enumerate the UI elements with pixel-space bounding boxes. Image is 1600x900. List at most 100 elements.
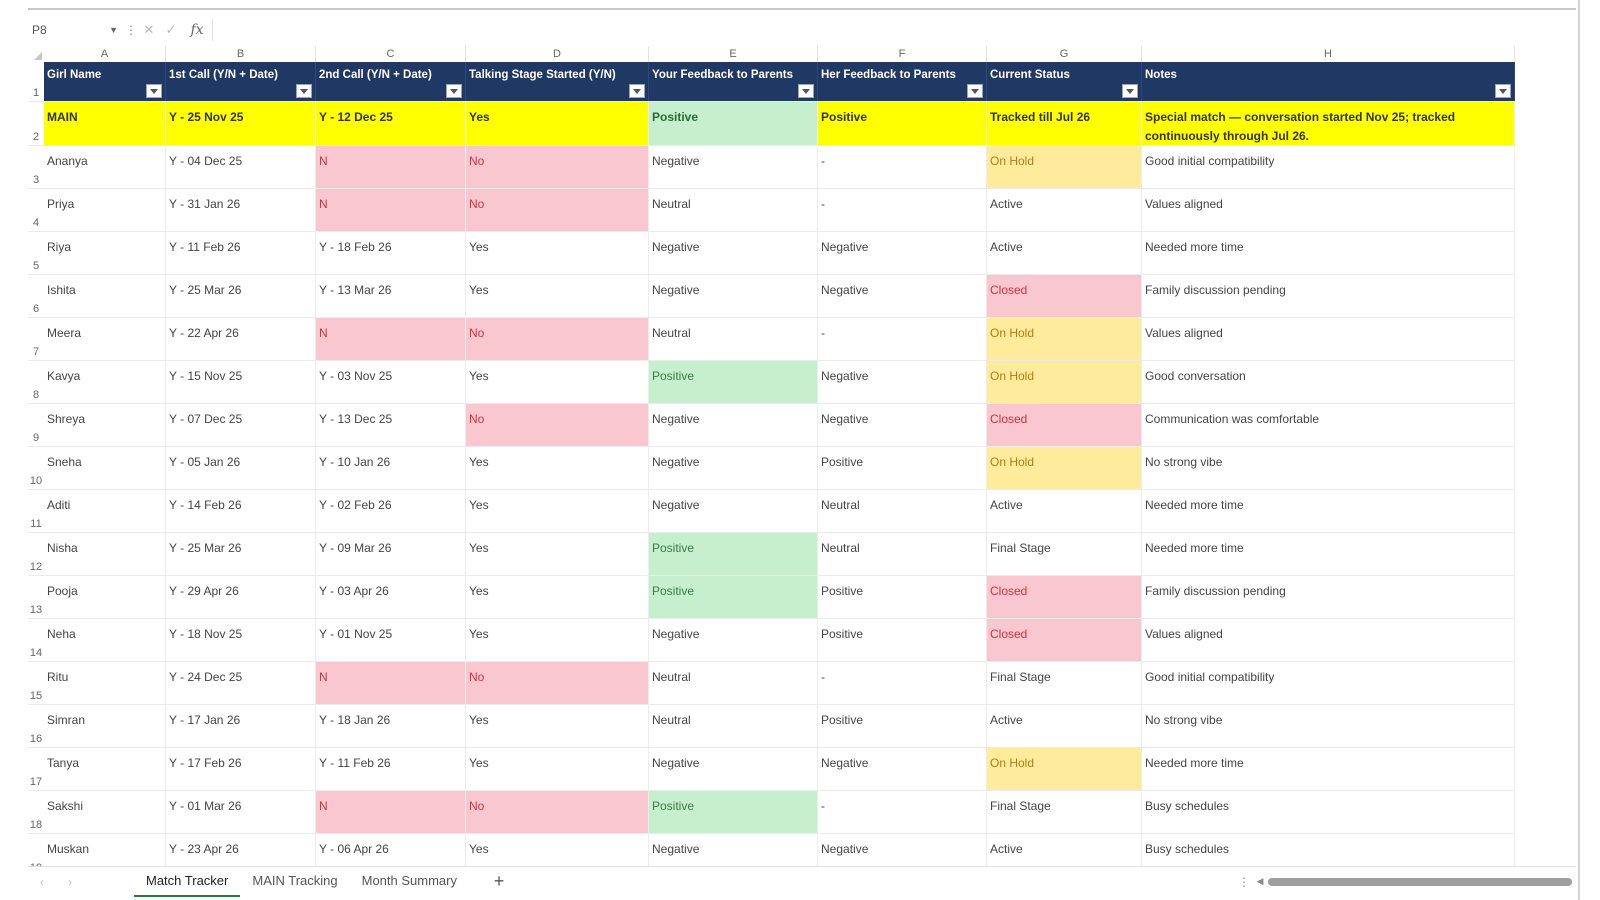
table-cell[interactable]: Busy schedules — [1142, 791, 1515, 833]
table-cell[interactable]: Muskan — [44, 834, 166, 866]
table-cell[interactable]: Shreya — [44, 404, 166, 446]
column-title-cell[interactable]: Talking Stage Started (Y/N) — [466, 62, 649, 101]
table-cell[interactable]: - — [818, 662, 987, 704]
table-cell[interactable]: N — [316, 146, 466, 188]
table-cell[interactable]: Communication was comfortable — [1142, 404, 1515, 446]
table-cell[interactable]: Negative — [649, 404, 818, 446]
table-cell[interactable]: Yes — [466, 361, 649, 403]
table-cell[interactable]: On Hold — [987, 748, 1142, 790]
table-cell[interactable]: Y - 18 Nov 25 — [166, 619, 316, 661]
table-cell[interactable]: Active — [987, 490, 1142, 532]
table-cell[interactable]: Yes — [466, 705, 649, 747]
table-cell[interactable]: Active — [987, 232, 1142, 274]
table-cell[interactable]: Positive — [649, 791, 818, 833]
column-header-e[interactable]: E — [649, 46, 818, 62]
table-cell[interactable]: Pooja — [44, 576, 166, 618]
column-title-cell[interactable]: Your Feedback to Parents — [649, 62, 818, 101]
column-header-d[interactable]: D — [466, 46, 649, 62]
table-cell[interactable]: Y - 13 Dec 25 — [316, 404, 466, 446]
filter-dropdown-icon[interactable] — [146, 84, 162, 98]
table-cell[interactable]: No — [466, 662, 649, 704]
name-box[interactable]: P8 ▼ — [28, 19, 124, 41]
table-cell[interactable]: Y - 02 Feb 26 — [316, 490, 466, 532]
table-cell[interactable]: Neutral — [649, 318, 818, 360]
table-cell[interactable]: Sakshi — [44, 791, 166, 833]
column-header-h[interactable]: H — [1142, 46, 1515, 62]
table-cell[interactable]: Yes — [466, 619, 649, 661]
column-header-a[interactable]: A — [44, 46, 166, 62]
table-cell[interactable]: Yes — [466, 834, 649, 866]
table-cell[interactable]: Yes — [466, 533, 649, 575]
table-cell[interactable]: Y - 17 Jan 26 — [166, 705, 316, 747]
filter-dropdown-icon[interactable] — [446, 84, 462, 98]
row-number[interactable]: 17 — [29, 776, 43, 788]
table-cell[interactable]: On Hold — [987, 146, 1142, 188]
row-number[interactable]: 16 — [29, 733, 43, 745]
table-cell[interactable]: Y - 18 Feb 26 — [316, 232, 466, 274]
row-number[interactable]: 2 — [32, 131, 40, 143]
table-cell[interactable]: Neutral — [818, 533, 987, 575]
table-cell[interactable]: Neutral — [649, 189, 818, 231]
formula-input[interactable] — [212, 19, 1576, 41]
table-cell[interactable]: Negative — [818, 232, 987, 274]
table-cell[interactable]: Y - 29 Apr 26 — [166, 576, 316, 618]
column-title-cell[interactable]: 2nd Call (Y/N + Date) — [316, 62, 466, 101]
column-header-g[interactable]: G — [987, 46, 1142, 62]
table-cell[interactable]: N — [316, 189, 466, 231]
table-cell[interactable]: Positive — [818, 102, 987, 145]
table-cell[interactable]: Closed — [987, 619, 1142, 661]
horizontal-scrollbar[interactable] — [1268, 877, 1572, 886]
table-cell[interactable]: Y - 14 Feb 26 — [166, 490, 316, 532]
table-cell[interactable]: Y - 22 Apr 26 — [166, 318, 316, 360]
table-cell[interactable]: Y - 25 Mar 26 — [166, 275, 316, 317]
column-header-f[interactable]: F — [818, 46, 987, 62]
insert-function-icon[interactable]: fx — [190, 22, 204, 38]
table-cell[interactable]: Y - 11 Feb 26 — [316, 748, 466, 790]
table-cell[interactable]: No — [466, 791, 649, 833]
table-cell[interactable]: Good initial compatibility — [1142, 662, 1515, 704]
table-cell[interactable]: Negative — [818, 834, 987, 866]
filter-dropdown-icon[interactable] — [798, 84, 814, 98]
prev-sheet-icon[interactable]: ‹ — [40, 874, 44, 889]
table-cell[interactable]: - — [818, 189, 987, 231]
table-cell[interactable]: On Hold — [987, 318, 1142, 360]
table-cell[interactable]: On Hold — [987, 447, 1142, 489]
table-cell[interactable]: N — [316, 662, 466, 704]
table-cell[interactable]: Y - 18 Jan 26 — [316, 705, 466, 747]
table-cell[interactable]: Closed — [987, 404, 1142, 446]
chevron-down-icon[interactable]: ▼ — [109, 25, 118, 35]
table-cell[interactable]: Y - 11 Feb 26 — [166, 232, 316, 274]
column-title-cell[interactable]: Her Feedback to Parents — [818, 62, 987, 101]
table-cell[interactable]: Needed more time — [1142, 490, 1515, 532]
table-cell[interactable]: Family discussion pending — [1142, 275, 1515, 317]
table-cell[interactable]: Sneha — [44, 447, 166, 489]
table-cell[interactable]: Y - 01 Nov 25 — [316, 619, 466, 661]
more-options-icon[interactable]: ⋮ — [125, 23, 137, 37]
row-number[interactable]: 11 — [30, 518, 42, 530]
table-cell[interactable]: Negative — [649, 146, 818, 188]
table-cell[interactable]: Values aligned — [1142, 189, 1515, 231]
row-number[interactable]: 15 — [29, 690, 43, 702]
row-number[interactable]: 6 — [32, 303, 40, 315]
next-sheet-icon[interactable]: › — [68, 874, 72, 889]
table-cell[interactable]: Closed — [987, 576, 1142, 618]
table-cell[interactable]: Needed more time — [1142, 533, 1515, 575]
table-cell[interactable]: Y - 03 Apr 26 — [316, 576, 466, 618]
table-cell[interactable]: Y - 07 Dec 25 — [166, 404, 316, 446]
table-cell[interactable]: Negative — [818, 404, 987, 446]
table-cell[interactable]: Y - 12 Dec 25 — [316, 102, 466, 145]
table-cell[interactable]: Active — [987, 705, 1142, 747]
table-cell[interactable]: Final Stage — [987, 662, 1142, 704]
table-cell[interactable]: Kavya — [44, 361, 166, 403]
table-cell[interactable]: Neutral — [649, 662, 818, 704]
table-cell[interactable]: Positive — [649, 102, 818, 145]
table-cell[interactable]: No — [466, 146, 649, 188]
row-number[interactable]: 10 — [29, 475, 43, 487]
filter-dropdown-icon[interactable] — [296, 84, 312, 98]
select-all-corner[interactable] — [28, 46, 44, 62]
row-number[interactable]: 1 — [32, 87, 40, 99]
row-number[interactable]: 4 — [32, 217, 40, 229]
table-cell[interactable]: Positive — [818, 619, 987, 661]
table-cell[interactable]: Yes — [466, 232, 649, 274]
table-cell[interactable]: MAIN — [44, 102, 166, 145]
